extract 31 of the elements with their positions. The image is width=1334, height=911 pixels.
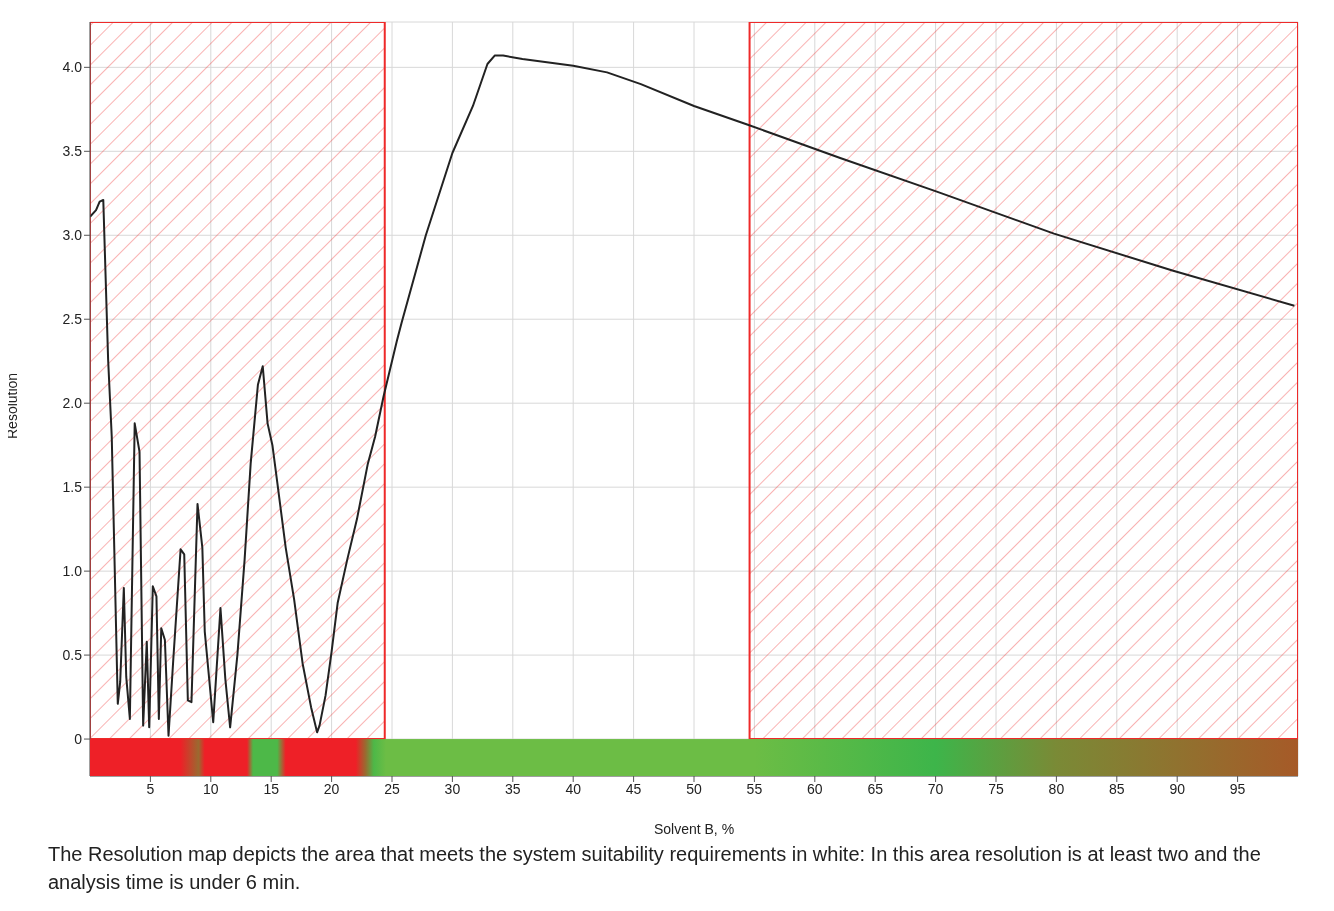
x-tick-label: 30 [444, 780, 461, 797]
x-tick-label: 75 [988, 780, 1004, 797]
x-tick-label: 20 [323, 780, 340, 797]
y-tick-label: 1.0 [62, 563, 83, 580]
x-tick-label: 15 [263, 780, 280, 797]
x-tick-label: 70 [927, 780, 944, 797]
x-tick-label: 40 [565, 780, 582, 797]
x-tick-label: 65 [867, 780, 884, 797]
y-tick-label: 0 [74, 731, 83, 748]
y-tick-label: 3.5 [62, 143, 83, 160]
y-tick-label: 2.0 [62, 395, 83, 412]
x-tick-label: 85 [1109, 780, 1125, 797]
x-tick-label: 10 [203, 780, 219, 797]
x-tick-label: 50 [686, 780, 702, 797]
y-tick-label: 4.0 [62, 59, 83, 76]
x-tick-label: 60 [807, 780, 823, 797]
x-tick-label: 25 [384, 780, 400, 797]
y-tick-label: 2.5 [62, 311, 83, 328]
x-tick-label: 55 [746, 780, 763, 797]
x-tick-label: 80 [1048, 780, 1065, 797]
y-tick-label: 1.5 [62, 479, 83, 496]
x-axis-title: Solvent B, % [653, 821, 735, 837]
y-tick-label: 0.5 [62, 647, 83, 664]
x-tick-label: 90 [1169, 780, 1186, 797]
x-tick-label: 45 [625, 780, 642, 797]
x-tick-label: 95 [1229, 780, 1246, 797]
x-tick-label: 5 [146, 780, 155, 797]
line-series [90, 54, 1296, 737]
y-tick-label: 3.0 [62, 227, 83, 244]
text: The Resolution map depicts the area that meets the system suitability requirements in white: In this area resolution is at least two and the analysis time is under 6 min. [48, 842, 1262, 895]
x-tick-label: 35 [505, 780, 521, 797]
